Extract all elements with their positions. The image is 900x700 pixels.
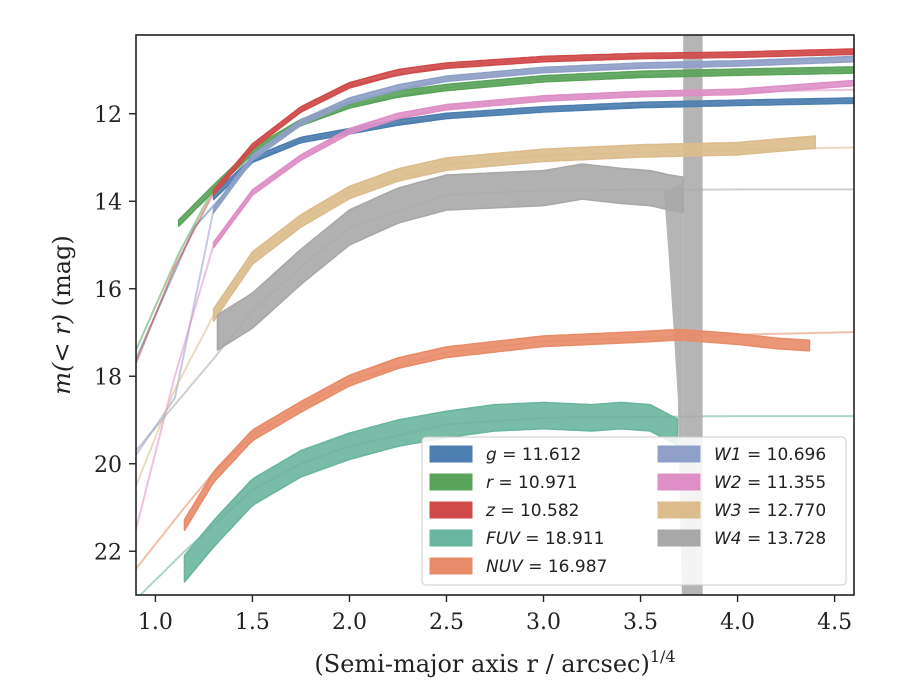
x-tick-label: 1.0: [138, 610, 173, 635]
legend-frame: [421, 436, 847, 586]
model-curve-w1: [136, 55, 854, 456]
y-axis-label: m(< r) (mag): [48, 235, 76, 395]
data-band-z: [212, 48, 854, 196]
data-band-w4: [216, 163, 684, 351]
legend-swatch-g: [429, 445, 473, 463]
x-axis-label-exponent: 1/4: [650, 647, 676, 666]
data-band-w3: [212, 135, 816, 322]
legend-label-w2: W2 = 11.355: [714, 473, 826, 493]
x-tick-label: 3.0: [526, 610, 561, 635]
legend-swatch-w3: [657, 501, 701, 519]
legend-label-w4: W4 = 13.728: [714, 529, 826, 549]
legend-label-w1: W1 = 10.696: [714, 445, 826, 465]
legend-swatch-fuv: [429, 529, 473, 547]
legend-label-w3: W3 = 12.770: [714, 501, 826, 521]
y-axis: 12 14 16 18 20 22: [94, 103, 136, 565]
legend-swatch-w4: [657, 529, 701, 547]
y-tick-label: 14: [94, 190, 122, 215]
x-tick-label: 4.0: [720, 610, 755, 635]
x-tick-label: 1.5: [235, 610, 270, 635]
legend-label-nuv: NUV = 16.987: [486, 557, 607, 577]
data-band-nuv: [183, 328, 811, 532]
legend-swatch-z: [429, 501, 473, 519]
y-tick-label: 18: [94, 365, 122, 390]
w4-noise-drop: [663, 183, 684, 595]
legend: g = 11.612 r = 10.971 z = 10.582 FUV = 18.9…: [421, 436, 847, 586]
y-tick-label: 12: [94, 103, 122, 128]
legend-swatch-nuv: [429, 557, 473, 575]
data-band-w2: [212, 79, 854, 249]
y-tick-label: 16: [94, 278, 122, 303]
plot-frame: [135, 34, 855, 596]
legend-swatch-w1: [657, 445, 701, 463]
x-axis: 1.0 1.5 2.0 2.5 3.0 3.5 4.0 4.5: [138, 595, 852, 635]
x-tick-label: 3.5: [623, 610, 658, 635]
data-band-r: [177, 66, 854, 227]
y-tick-label: 22: [94, 540, 122, 565]
legend-label-r: r = 10.971: [486, 473, 578, 493]
y-tick-label: 20: [94, 453, 122, 478]
data-band-g: [212, 97, 854, 201]
x-tick-label: 2.0: [332, 610, 367, 635]
legend-label-fuv: FUV = 18.911: [486, 529, 604, 549]
legend-swatch-r: [429, 473, 473, 491]
legend-label-z: z = 10.582: [485, 501, 579, 521]
x-tick-label: 2.5: [429, 610, 464, 635]
legend-swatch-w2: [657, 473, 701, 491]
legend-label-g: g = 11.612: [486, 445, 581, 465]
x-tick-label: 4.5: [817, 610, 852, 635]
x-axis-label: (Semi-major axis r / arcsec)1/4: [314, 647, 675, 678]
data-band-w1: [212, 55, 854, 214]
